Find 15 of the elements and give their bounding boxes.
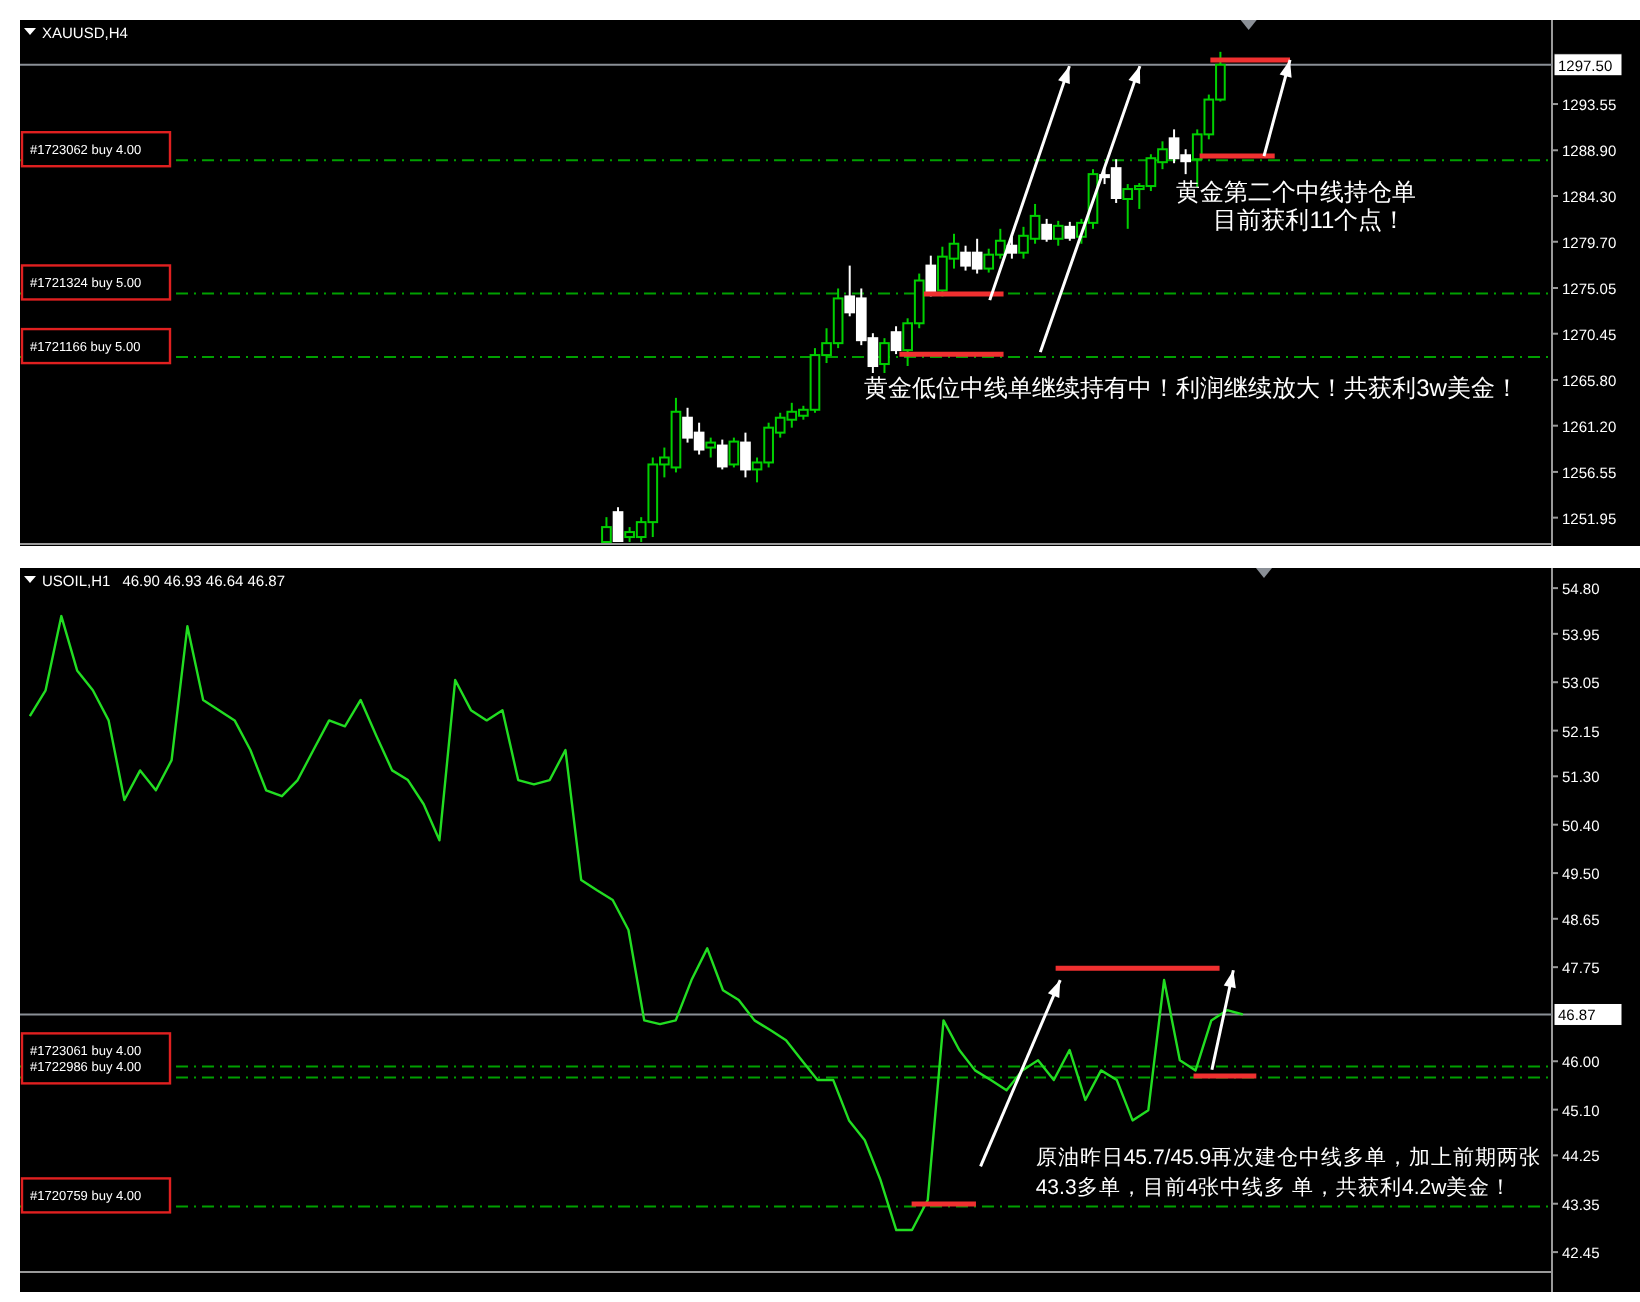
candlestick	[740, 431, 751, 479]
candlestick	[1041, 217, 1052, 243]
annotation: 43.3多单，目前4张中线多 单，共获利4.2w美金！	[1035, 1174, 1513, 1201]
candlestick	[612, 506, 624, 544]
annotation: 黄金低位中线单继续持有中！利润继续放大！共获利3w美金！	[864, 373, 1519, 402]
candlestick	[716, 438, 728, 471]
candlestick	[705, 436, 717, 459]
annotation: 黄金第二个中线持仓单	[1176, 177, 1417, 206]
annotation: 原油昨日45.7/45.9再次建仓中线多单，加上前期两张	[1035, 1144, 1542, 1171]
candlestick	[879, 337, 890, 374]
candlestick	[1052, 219, 1064, 247]
annotation: 目前获利11个点！	[1213, 205, 1407, 234]
candlestick	[728, 436, 740, 469]
candlestick	[890, 325, 902, 356]
candlestick	[1064, 220, 1076, 242]
